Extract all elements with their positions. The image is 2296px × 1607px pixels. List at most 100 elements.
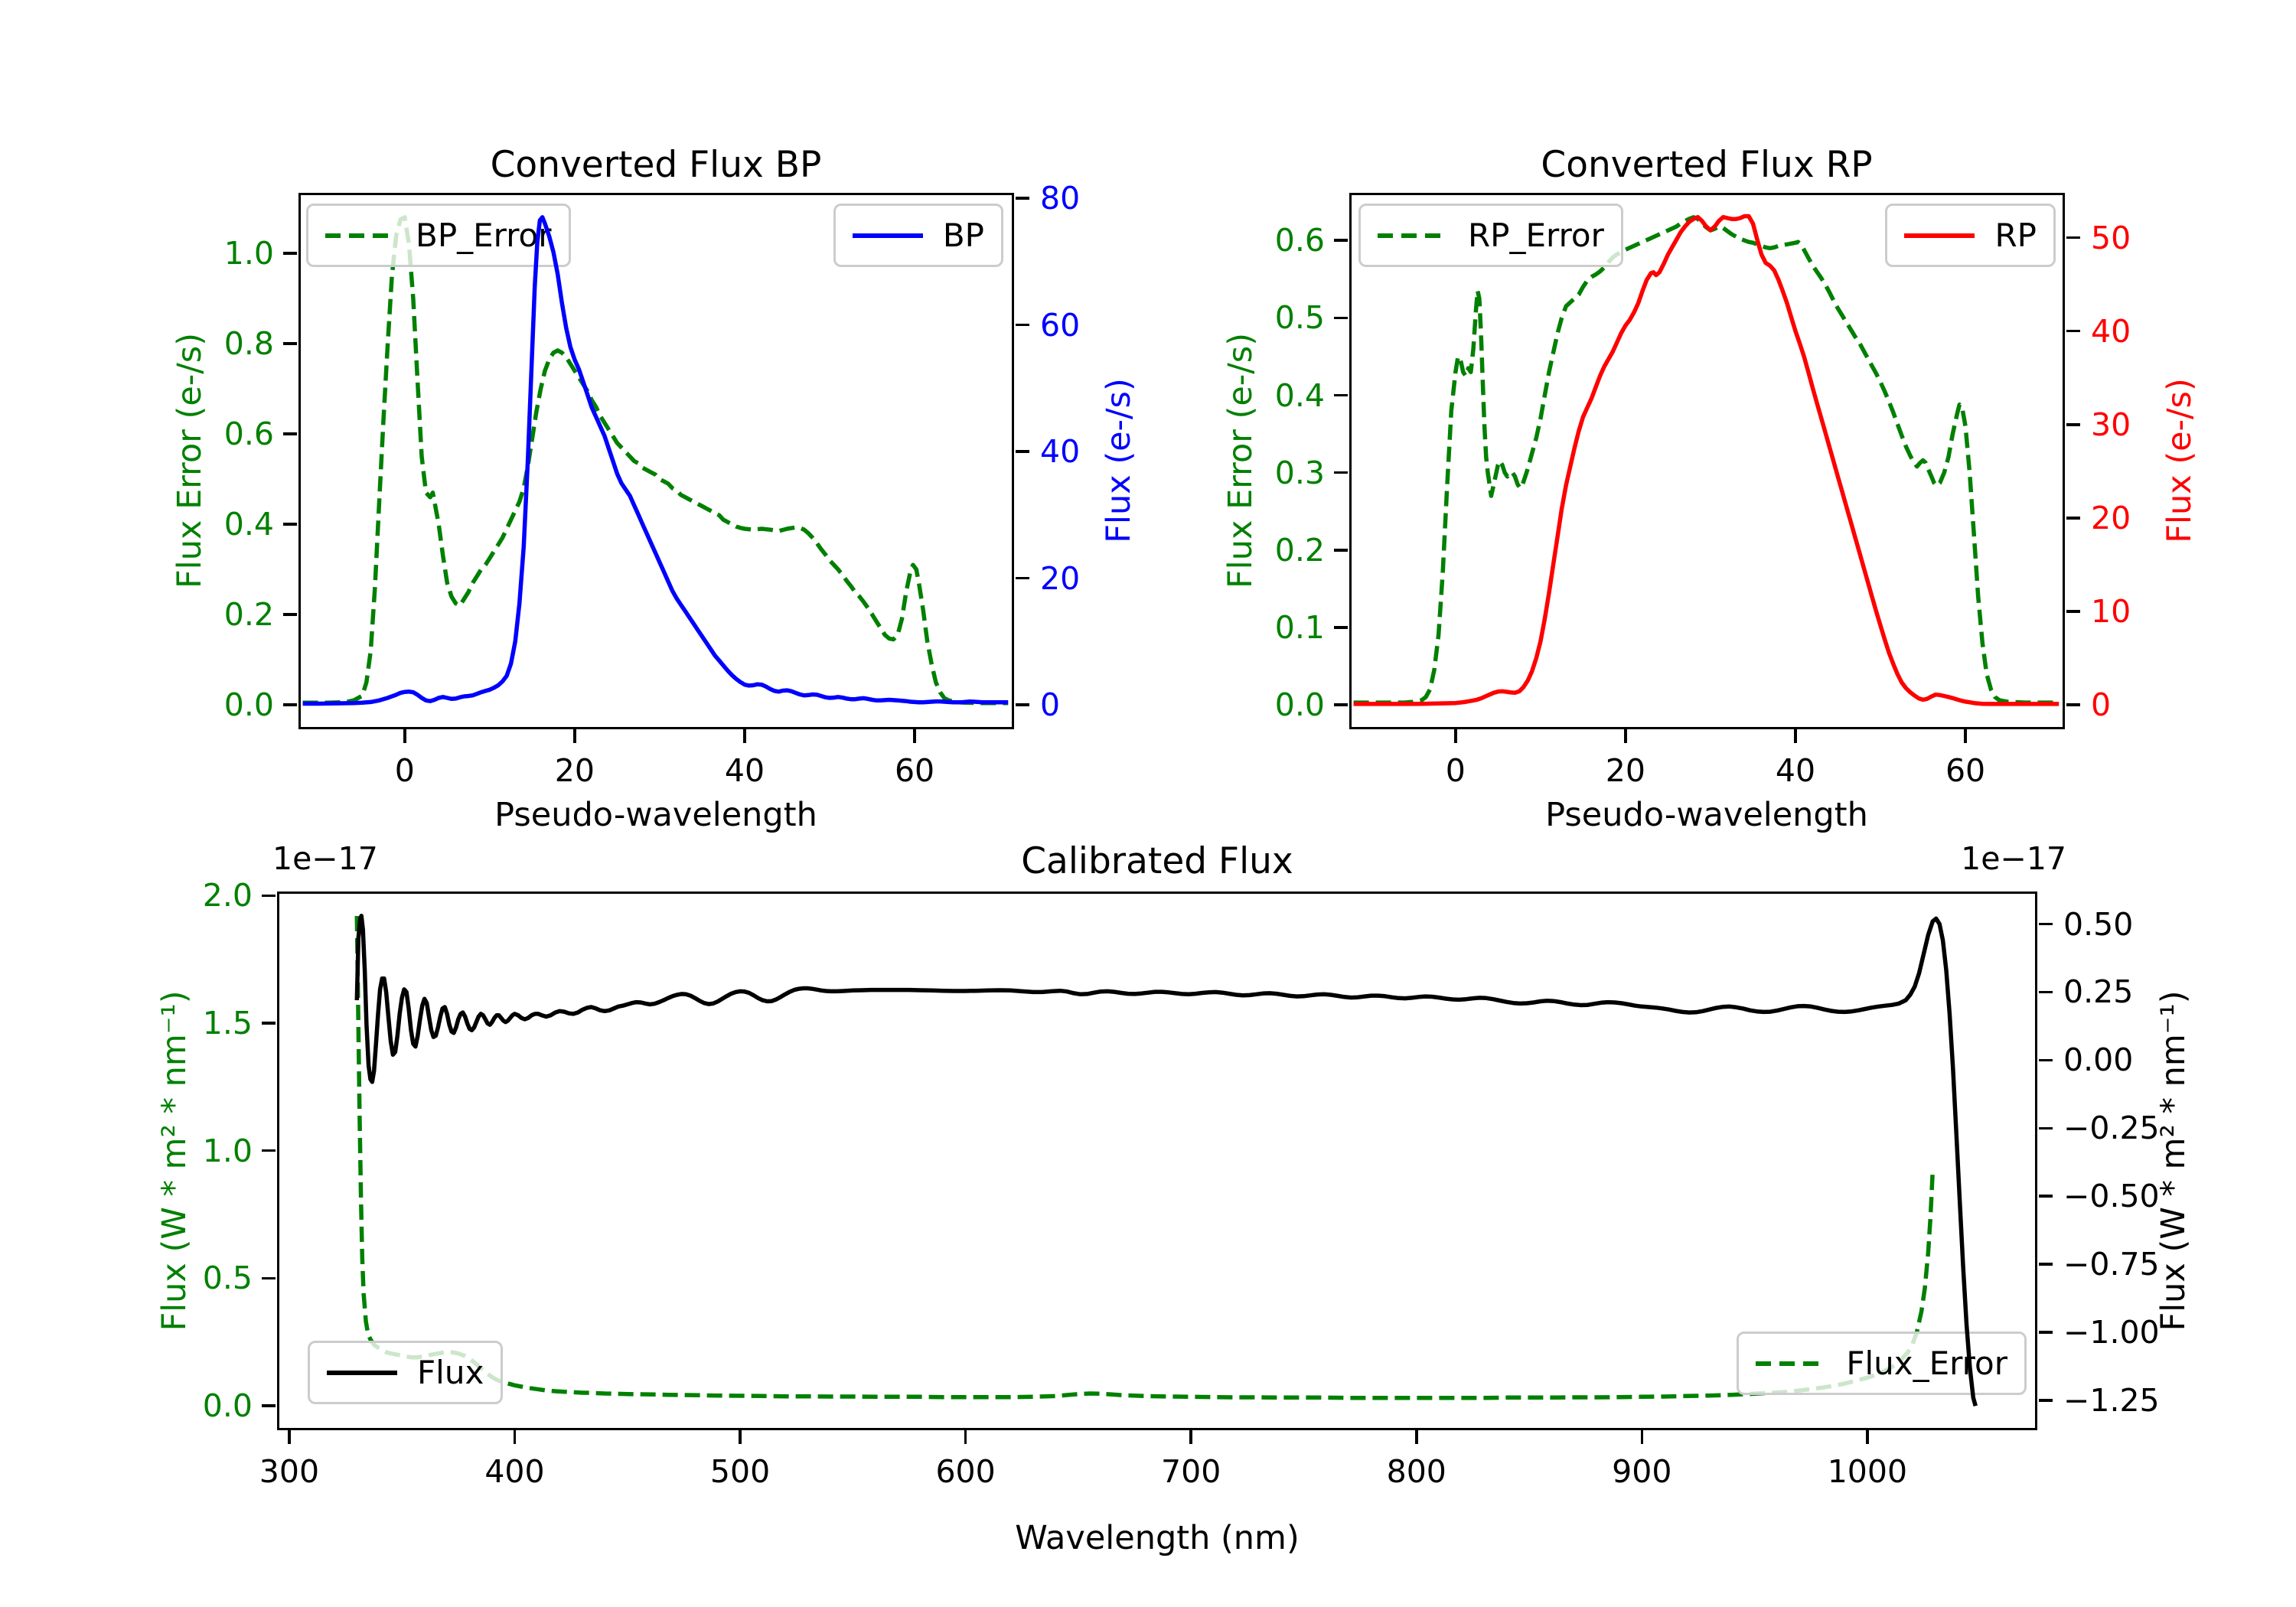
bp-xtick-label: 0: [394, 752, 415, 789]
cal-ytick-right-mark: [2039, 1263, 2053, 1266]
cal-y-axis-label-right: Flux (W * m² * nm⁻¹): [2154, 990, 2193, 1332]
cal-ytick-left-label: 1.5: [202, 1005, 253, 1041]
bp-xtick-label: 60: [894, 752, 935, 789]
rp-ytick-left-label: 0.5: [1274, 299, 1325, 337]
cal-xtick-label: 700: [1161, 1453, 1221, 1490]
rp-ytick-left-label: 0.2: [1274, 531, 1325, 569]
cal-legend-label-flux_error: Flux_Error: [1846, 1345, 2007, 1382]
rp-ytick-left-mark: [1334, 703, 1348, 706]
rp-legend-line-sample: [1904, 233, 1975, 238]
cal-ytick-right-label: −1.25: [2063, 1382, 2160, 1420]
flux-legend-line-sample: [327, 1370, 397, 1375]
cal-series-flux: [354, 914, 1978, 1407]
rp-legend-label-rp: RP: [1994, 217, 2037, 254]
rp-ytick-left-mark: [1334, 471, 1348, 474]
bp-ytick-right-mark: [1016, 197, 1029, 200]
bp-ytick-left-label: 0.0: [223, 686, 274, 724]
bp-ytick-right-mark: [1016, 576, 1029, 580]
cal-ytick-right-label: −1.00: [2063, 1314, 2160, 1351]
bp-ytick-left-mark: [283, 703, 297, 706]
bp-ytick-left-mark: [283, 252, 297, 255]
cal-offset-text-left: 1e−17: [272, 840, 378, 877]
cal-x-axis-label: Wavelength (nm): [1015, 1519, 1300, 1557]
rp-ytick-right-label: 0: [2091, 686, 2112, 724]
rp-xtick-label: 20: [1605, 752, 1645, 789]
rp-ytick-left-mark: [1334, 239, 1348, 242]
cal-ytick-right-mark: [2039, 1195, 2053, 1198]
rp-legend-label-rp_error: RP_Error: [1468, 217, 1604, 254]
cal-ytick-right-label: −0.75: [2063, 1246, 2160, 1283]
rp-legend-rp_error: RP_Error: [1358, 204, 1623, 267]
rp-ytick-right-label: 30: [2091, 406, 2131, 443]
bp-ytick-right-label: 40: [1040, 433, 1081, 471]
bp-flux-curve-layer: [302, 215, 1009, 706]
cal-legend-flux_error: Flux_Error: [1737, 1332, 2027, 1395]
bp-xtick-label: 20: [554, 752, 595, 789]
rp-ytick-right-mark: [2066, 329, 2080, 333]
cal-ytick-left-mark: [262, 1276, 276, 1280]
cal-xtick-mark: [1866, 1430, 1869, 1444]
cal-ytick-left-mark: [262, 1149, 276, 1152]
cal-ytick-left-mark: [262, 1404, 276, 1407]
rp-ytick-left-label: 0.0: [1274, 686, 1325, 724]
bp-xtick-label: 40: [724, 752, 765, 789]
bp_error-legend-line-sample: [325, 233, 396, 238]
bp-ytick-right-mark: [1016, 323, 1029, 327]
bp-legend-label-bp_error: BP_Error: [416, 217, 552, 254]
rp-ytick-left-mark: [1334, 549, 1348, 552]
cal-xtick-mark: [739, 1430, 742, 1444]
rp-ytick-right-label: 20: [2091, 499, 2131, 536]
cal-y-axis-label-left: Flux (W * m² * nm⁻¹): [155, 990, 194, 1332]
rp-flux-curve-layer: [1353, 214, 2060, 706]
bp-xtick-mark: [403, 729, 406, 743]
bp-xtick-mark: [743, 729, 746, 743]
cal-ytick-right-mark: [2039, 990, 2053, 994]
bp-ytick-left-label: 0.4: [223, 506, 274, 543]
cal-ytick-right-label: 0.50: [2063, 905, 2134, 943]
bp-ytick-left-mark: [283, 523, 297, 526]
bp-x-axis-label: Pseudo-wavelength: [494, 796, 817, 834]
rp-title: Converted Flux RP: [1541, 144, 1873, 186]
bp-ytick-left-mark: [283, 342, 297, 345]
cal-xtick-label: 300: [259, 1453, 320, 1490]
cal-ytick-right-mark: [2039, 1058, 2053, 1062]
flux_error-legend-line-sample: [1756, 1361, 1827, 1366]
cal-xtick-label: 900: [1612, 1453, 1672, 1490]
rp-y-axis-label-right: Flux (e-/s): [2161, 378, 2199, 543]
cal-ytick-left-mark: [262, 894, 276, 898]
rp-ytick-left-mark: [1334, 626, 1348, 629]
bp-ytick-right-label: 60: [1040, 306, 1081, 344]
bp-ytick-right-label: 0: [1040, 686, 1061, 724]
rp-xtick-mark: [1624, 729, 1627, 743]
rp-y-axis-label-left: Flux Error (e-/s): [1221, 333, 1260, 588]
cal-ytick-left-label: 2.0: [202, 877, 253, 914]
bp-title: Converted Flux BP: [490, 144, 822, 186]
rp-ytick-left-label: 0.1: [1274, 608, 1325, 646]
cal-xtick-mark: [964, 1430, 967, 1444]
cal-ytick-right-mark: [2039, 1399, 2053, 1402]
rp-x-axis-label: Pseudo-wavelength: [1545, 796, 1868, 834]
rp-ytick-left-label: 0.6: [1274, 222, 1325, 259]
cal-ytick-right-label: 0.25: [2063, 973, 2134, 1011]
rp-ytick-right-mark: [2066, 236, 2080, 240]
cal-ytick-right-label: 0.00: [2063, 1041, 2134, 1079]
cal-ytick-left-label: 0.0: [202, 1387, 253, 1424]
rp-ytick-right-label: 10: [2091, 593, 2131, 631]
cal-ytick-right-mark: [2039, 922, 2053, 926]
cal-ytick-right-label: −0.50: [2063, 1178, 2160, 1215]
bp-ytick-right-label: 20: [1040, 559, 1081, 597]
cal-flux-curve-layer: [354, 914, 1978, 1407]
rp-xtick-label: 60: [1945, 752, 1986, 789]
rp-legend-rp: RP: [1885, 204, 2056, 267]
cal-xtick-label: 1000: [1827, 1453, 1908, 1490]
cal-ytick-right-mark: [2039, 1126, 2053, 1130]
cal-ytick-right-mark: [2039, 1331, 2053, 1334]
bp-ytick-right-label: 80: [1040, 180, 1081, 217]
bp-ytick-right-mark: [1016, 703, 1029, 706]
rp-ytick-left-label: 0.3: [1274, 454, 1325, 491]
rp-xtick-mark: [1454, 729, 1457, 743]
cal-xtick-mark: [1640, 1430, 1644, 1444]
cal-xtick-mark: [288, 1430, 291, 1444]
rp-xtick-mark: [1964, 729, 1967, 743]
